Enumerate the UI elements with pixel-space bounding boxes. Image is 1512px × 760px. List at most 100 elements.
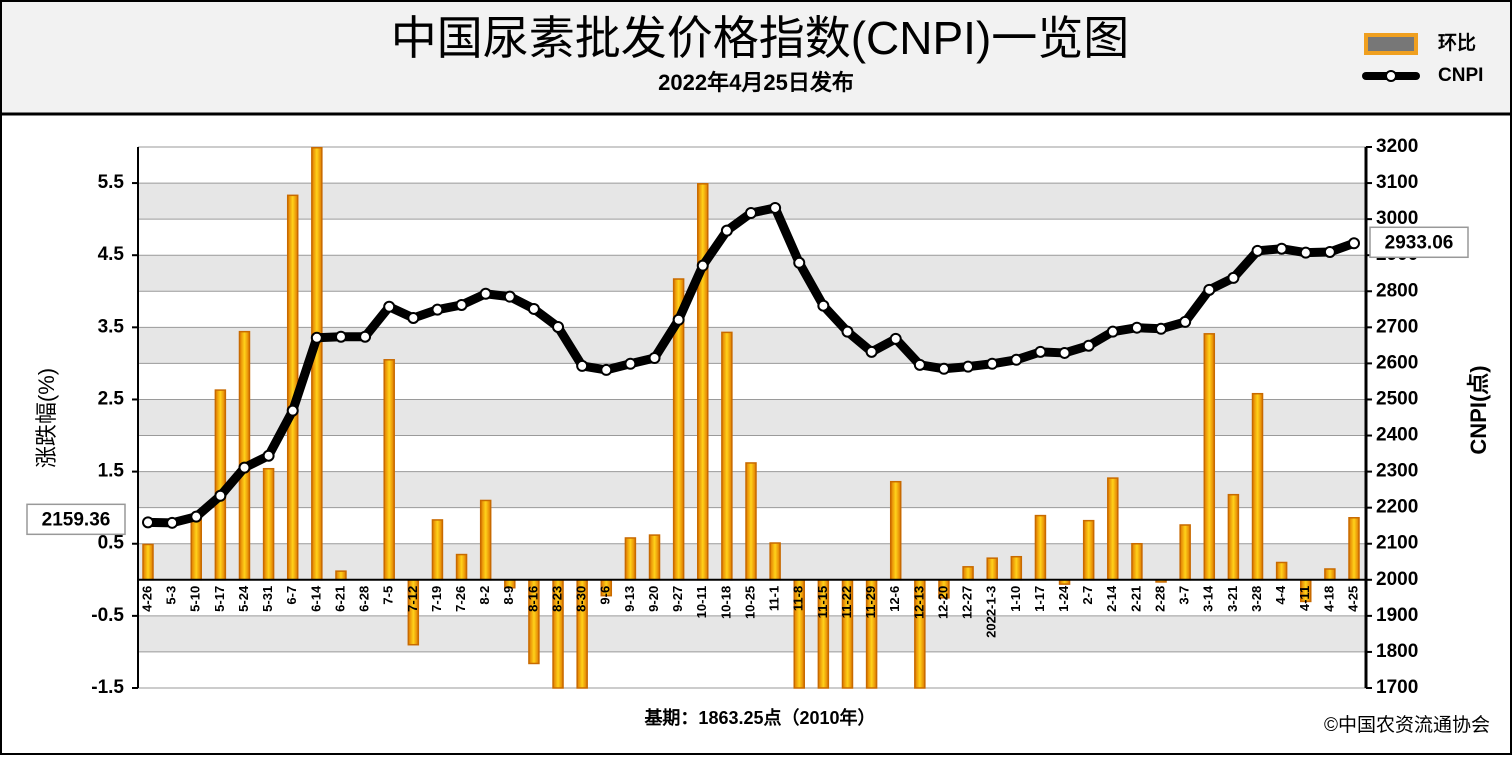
- y-tick-label: 4.5: [98, 244, 125, 265]
- point: [262, 449, 275, 462]
- x-tick-label: 4-11: [1297, 586, 1312, 611]
- y-tick-label: 3.5: [98, 316, 125, 337]
- x-tick-label: 12-20: [935, 586, 950, 619]
- y2-axis-label: CNPI(点): [1466, 365, 1491, 454]
- x-tick-label: 7-19: [429, 586, 444, 612]
- point: [238, 461, 251, 474]
- point: [817, 299, 830, 312]
- x-tick-label: 11-22: [839, 586, 854, 619]
- point: [503, 290, 516, 303]
- x-tick-label: 7-5: [381, 586, 396, 605]
- point: [1130, 321, 1143, 334]
- x-tick-label: 9-6: [598, 586, 613, 605]
- bar: [648, 534, 661, 581]
- point: [600, 363, 613, 376]
- point: [286, 404, 299, 417]
- x-tick-label: 2-7: [1080, 586, 1095, 605]
- x-tick-label: 7-26: [453, 586, 468, 612]
- point: [1299, 246, 1312, 259]
- grid-band: [138, 291, 1366, 328]
- point: [142, 516, 154, 529]
- point: [1106, 325, 1119, 338]
- x-tick-label: 10-18: [718, 586, 733, 619]
- y2-tick-label: 2700: [1376, 316, 1418, 337]
- y2-tick-label: 2500: [1376, 388, 1418, 409]
- bar: [1131, 542, 1143, 581]
- x-tick-label: 5-3: [164, 586, 179, 605]
- x-tick-label: 3-28: [1249, 586, 1264, 612]
- point: [1323, 245, 1336, 258]
- footer-note: 基期：1863.25点（2010年）: [643, 707, 875, 728]
- x-tick-label: 11-29: [863, 586, 878, 619]
- x-tick-label: 1-17: [1032, 586, 1047, 612]
- bar: [962, 566, 974, 581]
- y2-tick-label: 2200: [1376, 497, 1418, 518]
- x-tick-label: 8-23: [549, 586, 564, 612]
- legend-label: 环比: [1438, 32, 1476, 54]
- x-tick-label: 9-20: [646, 586, 661, 612]
- x-tick-label: 8-2: [477, 586, 492, 605]
- y-tick-label: -1.5: [91, 677, 124, 698]
- x-tick-label: 7-12: [405, 586, 420, 612]
- point: [745, 207, 757, 220]
- x-tick-label: 12-27: [960, 586, 975, 619]
- grid-band: [138, 399, 1366, 436]
- x-tick-label: 2022-1-3: [984, 586, 999, 638]
- bar: [262, 467, 275, 581]
- y-axis-label: 涨跌幅(%): [34, 368, 59, 468]
- y-tick-label: 5.5: [98, 172, 125, 193]
- x-tick-label: 8-16: [525, 586, 540, 612]
- point: [648, 351, 661, 364]
- x-tick-label: 11-1: [767, 586, 782, 611]
- y-tick-label: 0.5: [98, 533, 125, 554]
- y-tick-label: -0.5: [91, 605, 124, 626]
- data-label-box: [26, 503, 126, 536]
- data-label: 2159.36: [42, 509, 111, 530]
- grid-band: [138, 651, 1366, 688]
- point: [769, 201, 782, 214]
- x-tick-label: 3-14: [1201, 585, 1216, 612]
- point: [1082, 339, 1095, 352]
- x-tick-label: 3-7: [1177, 586, 1192, 605]
- bar: [479, 499, 492, 581]
- x-tick-label: 1-10: [1008, 586, 1023, 612]
- x-tick-label: 5-17: [212, 586, 227, 612]
- bar: [769, 542, 781, 581]
- point: [552, 320, 565, 333]
- x-tick-label: 4-18: [1321, 586, 1336, 612]
- y2-tick-label: 2800: [1376, 280, 1418, 301]
- point: [720, 224, 733, 237]
- bar: [1034, 514, 1047, 581]
- grid-band: [138, 219, 1366, 256]
- y2-tick-label: 2100: [1376, 533, 1418, 554]
- y2-tick-label: 2300: [1376, 461, 1418, 482]
- point: [1203, 283, 1216, 296]
- grid-band: [138, 255, 1366, 292]
- point: [576, 359, 589, 372]
- bar: [624, 537, 637, 581]
- point: [1227, 271, 1240, 284]
- source-note: ©中国农资流通协会: [1324, 714, 1490, 736]
- point: [986, 357, 999, 370]
- bar: [1010, 555, 1023, 581]
- bar: [1179, 524, 1191, 581]
- bar: [986, 557, 998, 581]
- x-tick-label: 8-9: [501, 586, 516, 605]
- point: [841, 325, 854, 338]
- point: [1155, 322, 1168, 335]
- y2-tick-label: 2000: [1376, 569, 1418, 590]
- x-tick-label: 2-21: [1128, 586, 1143, 612]
- data-label: 2933.06: [1385, 232, 1454, 253]
- x-tick-label: 6-21: [332, 586, 347, 612]
- point: [1275, 242, 1288, 255]
- y2-tick-label: 1700: [1376, 677, 1418, 698]
- bar: [335, 570, 347, 581]
- point: [334, 330, 347, 343]
- x-tick-label: 4-25: [1345, 586, 1360, 612]
- point: [913, 358, 926, 371]
- y2-tick-label: 3200: [1376, 136, 1418, 157]
- point: [624, 357, 637, 370]
- x-tick-label: 9-13: [622, 586, 637, 612]
- y2-tick-label: 3100: [1376, 172, 1418, 193]
- x-tick-label: 12-13: [911, 586, 926, 619]
